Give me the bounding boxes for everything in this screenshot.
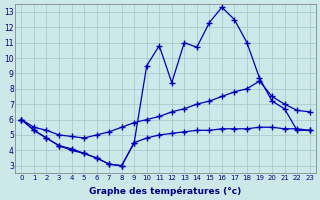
X-axis label: Graphe des températures (°c): Graphe des températures (°c): [89, 186, 242, 196]
